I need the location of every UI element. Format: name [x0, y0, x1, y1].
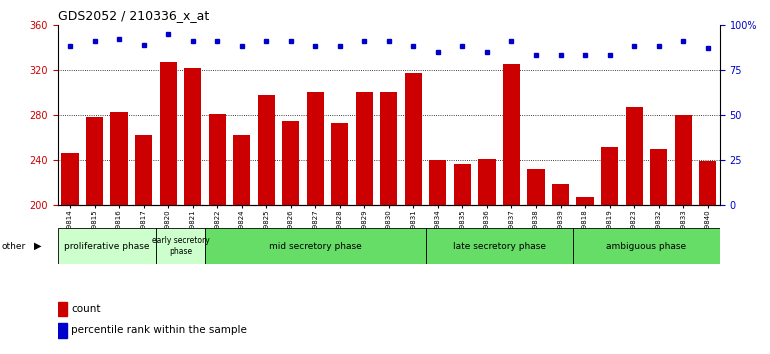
Text: ambiguous phase: ambiguous phase	[606, 241, 686, 251]
Bar	[331, 123, 348, 205]
Bar	[356, 92, 373, 205]
Bar	[699, 161, 716, 205]
Text: mid secretory phase: mid secretory phase	[269, 241, 362, 251]
Bar	[650, 149, 668, 205]
Bar	[135, 135, 152, 205]
Bar	[62, 153, 79, 205]
Bar	[306, 92, 324, 205]
Bar	[430, 160, 447, 205]
Bar	[58, 323, 68, 338]
Text: count: count	[71, 304, 101, 314]
Bar	[282, 121, 300, 205]
Text: early secretory
phase: early secretory phase	[152, 236, 209, 256]
Bar	[86, 117, 103, 205]
Bar	[527, 169, 544, 205]
Bar	[205, 228, 426, 264]
Bar	[209, 114, 226, 205]
Bar	[625, 107, 643, 205]
Bar	[156, 228, 205, 264]
Text: percentile rank within the sample: percentile rank within the sample	[71, 325, 247, 336]
Bar	[478, 159, 496, 205]
Text: other: other	[2, 241, 25, 251]
Text: GDS2052 / 210336_x_at: GDS2052 / 210336_x_at	[58, 9, 209, 22]
Bar	[380, 92, 397, 205]
Bar	[233, 135, 250, 205]
Bar	[426, 228, 573, 264]
Text: proliferative phase: proliferative phase	[64, 241, 149, 251]
Bar	[454, 164, 471, 205]
Bar	[577, 198, 594, 205]
Text: late secretory phase: late secretory phase	[453, 241, 546, 251]
Bar	[58, 302, 68, 316]
Bar	[110, 112, 128, 205]
Bar	[675, 115, 691, 205]
Bar	[405, 73, 422, 205]
Text: ▶: ▶	[34, 241, 42, 251]
Bar	[601, 147, 618, 205]
Bar	[503, 64, 520, 205]
Bar	[552, 184, 569, 205]
Bar	[58, 228, 156, 264]
Bar	[573, 228, 720, 264]
Bar	[184, 68, 201, 205]
Bar	[159, 62, 176, 205]
Bar	[258, 95, 275, 205]
